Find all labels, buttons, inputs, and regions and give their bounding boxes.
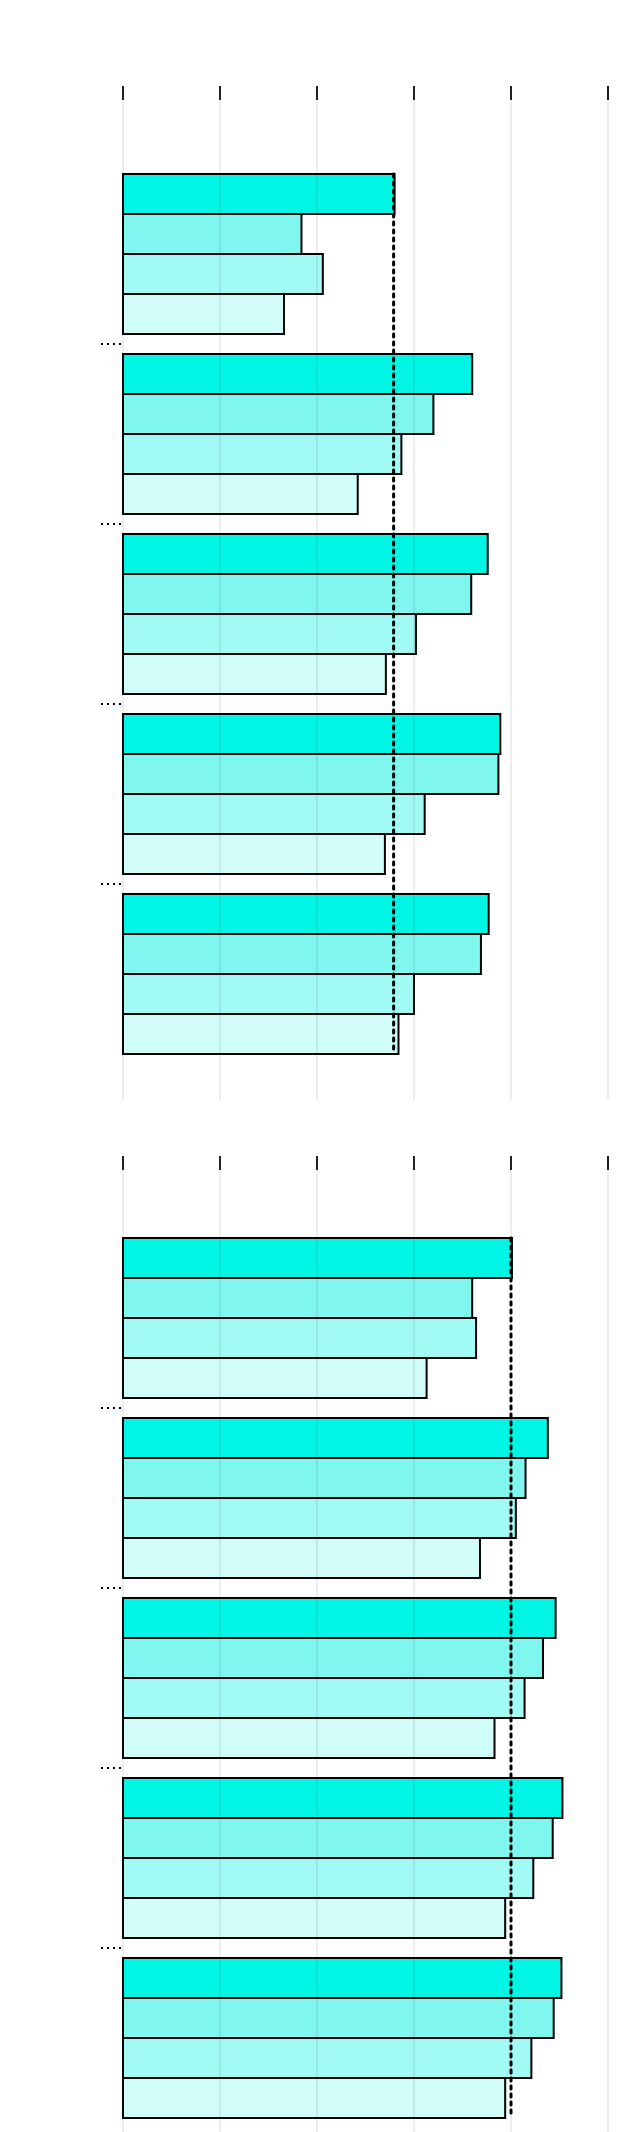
bar-series-1-group-5: [122, 1957, 563, 1999]
bar-series-4-group-3: [122, 1717, 496, 1759]
bar-series-3-group-3: [122, 1677, 526, 1719]
bar-series-1-group-2: [122, 353, 474, 395]
bar-series-4-group-5: [122, 2077, 507, 2119]
bar-series-1-group-1: [122, 173, 396, 215]
bar-series-4-group-2: [122, 473, 359, 515]
bar-series-4-group-1: [122, 293, 286, 335]
bar-series-2-group-2: [122, 1457, 527, 1499]
bar-series-2-group-3: [122, 1637, 545, 1679]
chart-panel-1: [101, 86, 609, 1100]
bar-series-4-group-5: [122, 1013, 400, 1055]
bar-series-3-group-1: [122, 253, 324, 295]
bar-series-3-group-5: [122, 2037, 533, 2079]
bar-series-2-group-1: [122, 213, 303, 255]
bar-series-2-group-4: [122, 753, 500, 795]
bar-series-3-group-3: [122, 613, 417, 655]
bar-series-1-group-4: [122, 1777, 564, 1819]
bar-series-3-group-1: [122, 1317, 478, 1359]
bar-series-3-group-4: [122, 793, 426, 835]
bar-series-1-group-3: [122, 1597, 557, 1639]
bar-series-2-group-4: [122, 1817, 554, 1859]
bar-series-4-group-4: [122, 833, 386, 875]
bar-series-2-group-1: [122, 1277, 474, 1319]
bar-series-2-group-5: [122, 933, 482, 975]
bar-series-2-group-3: [122, 573, 473, 615]
chart-panel-2: [101, 1156, 609, 2132]
bar-series-3-group-5: [122, 973, 415, 1015]
bar-series-2-group-2: [122, 393, 435, 435]
bar-series-1-group-3: [122, 533, 489, 575]
bar-series-4-group-1: [122, 1357, 428, 1399]
bar-series-3-group-4: [122, 1857, 535, 1899]
bar-series-1-group-5: [122, 893, 490, 935]
bar-series-1-group-2: [122, 1417, 549, 1459]
bar-series-3-group-2: [122, 433, 403, 475]
bar-series-4-group-2: [122, 1537, 481, 1579]
bar-series-4-group-4: [122, 1897, 507, 1939]
bar-series-2-group-5: [122, 1997, 555, 2039]
bar-series-1-group-4: [122, 713, 502, 755]
bar-series-3-group-2: [122, 1497, 517, 1539]
bar-series-4-group-3: [122, 653, 387, 695]
